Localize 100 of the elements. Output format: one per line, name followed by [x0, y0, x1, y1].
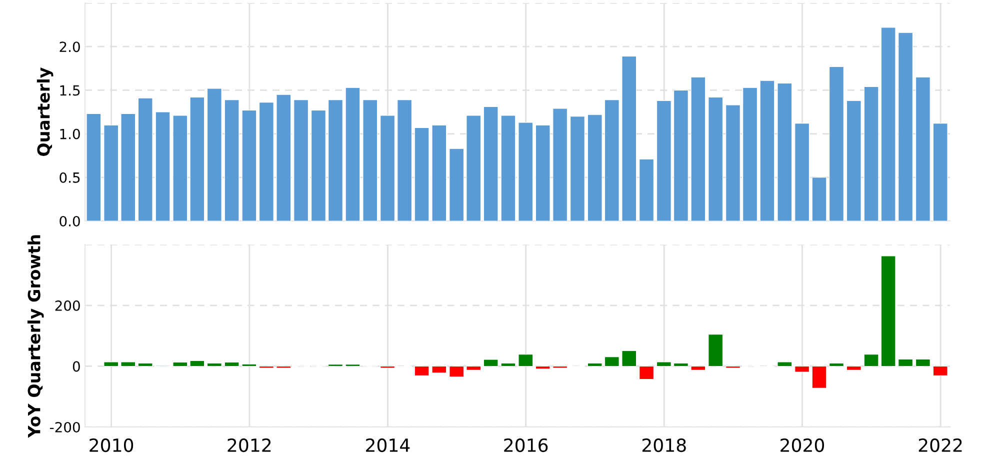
- bar: [276, 94, 292, 221]
- bar: [898, 32, 913, 221]
- bar: [846, 100, 862, 221]
- bar: [622, 56, 637, 221]
- bar: [328, 100, 343, 221]
- bar: [500, 115, 516, 221]
- bar: [449, 366, 464, 378]
- bar: [224, 362, 240, 366]
- x-tick-label: 2010: [90, 438, 134, 452]
- bar: [500, 362, 516, 366]
- bar: [604, 356, 620, 366]
- bar: [829, 66, 844, 221]
- bar: [138, 98, 153, 221]
- bar: [518, 122, 534, 221]
- x-tick-label: 2014: [366, 438, 410, 452]
- y-tick-label: 1.0: [60, 128, 80, 140]
- x-tick-label: 2022: [918, 438, 962, 452]
- bar: [898, 358, 913, 366]
- y-axis-title: Quarterly: [36, 68, 54, 156]
- bar: [380, 115, 395, 221]
- bar: [932, 366, 948, 376]
- bar: [864, 354, 879, 366]
- bar: [639, 158, 654, 221]
- bar: [190, 96, 205, 221]
- bar: [587, 362, 602, 366]
- bar: [656, 362, 672, 366]
- bar: [259, 102, 274, 221]
- x-tick-label: 2018: [642, 438, 686, 452]
- bar: [397, 100, 412, 221]
- bar: [535, 124, 550, 221]
- bar: [294, 100, 308, 221]
- bar: [916, 358, 930, 366]
- bar: [794, 366, 810, 372]
- y-tick-label: 0: [72, 361, 80, 372]
- bar: [172, 115, 188, 221]
- bar: [466, 366, 482, 370]
- y-tick-label: 2.0: [60, 42, 80, 52]
- bar: [760, 80, 775, 221]
- bar: [880, 27, 896, 221]
- bar: [104, 362, 119, 366]
- bar: [414, 366, 430, 376]
- bar: [155, 112, 170, 221]
- bar: [414, 127, 430, 221]
- bar: [812, 366, 827, 388]
- y-tick-label: 1.5: [60, 85, 80, 96]
- bar: [708, 96, 724, 221]
- bar: [432, 124, 447, 221]
- bar: [120, 113, 136, 221]
- bar: [674, 362, 688, 366]
- bar: [639, 366, 654, 380]
- bar: [432, 366, 447, 374]
- y-tick-label: -200: [50, 422, 80, 432]
- bar: [812, 177, 827, 221]
- y-axis-title: YoY Quarterly Growth: [27, 235, 44, 438]
- bar: [794, 123, 810, 221]
- y-tick-label: 0.5: [60, 172, 80, 183]
- bar: [932, 123, 948, 221]
- bar: [742, 87, 758, 221]
- bar: [362, 100, 378, 221]
- bar: [242, 110, 257, 221]
- bar: [224, 100, 240, 221]
- bar: [656, 100, 672, 221]
- bar: [587, 114, 602, 221]
- bar: [777, 362, 792, 366]
- bar: [674, 90, 688, 221]
- y-tick-label: 200: [55, 300, 80, 311]
- bar: [690, 366, 706, 370]
- x-tick-label: 2016: [504, 438, 548, 452]
- bar: [483, 359, 498, 366]
- bar: [708, 334, 724, 366]
- bar: [138, 362, 153, 366]
- bar: [846, 366, 862, 370]
- bar: [604, 100, 620, 221]
- bar: [535, 366, 550, 370]
- bar: [466, 115, 482, 221]
- bar: [518, 354, 534, 366]
- bar: [829, 362, 844, 366]
- bar: [206, 362, 222, 366]
- bar: [190, 360, 205, 366]
- x-tick-label: 2020: [780, 438, 824, 452]
- bar: [570, 116, 585, 221]
- bar: [242, 364, 257, 366]
- bar: [345, 87, 360, 221]
- bar: [622, 350, 637, 366]
- bar: [172, 362, 188, 366]
- y-tick-label: 0.0: [60, 216, 80, 226]
- bar: [916, 76, 930, 221]
- bar: [206, 88, 222, 221]
- bar: [120, 362, 136, 366]
- bar: [449, 148, 464, 221]
- bar: [726, 104, 740, 221]
- bar: [311, 110, 326, 221]
- bar: [552, 108, 568, 221]
- bar: [864, 86, 879, 221]
- x-tick-label: 2012: [228, 438, 271, 452]
- bar: [690, 76, 706, 221]
- bar: [104, 124, 119, 221]
- bar: [777, 82, 792, 221]
- bar: [880, 256, 896, 366]
- bar: [483, 106, 498, 221]
